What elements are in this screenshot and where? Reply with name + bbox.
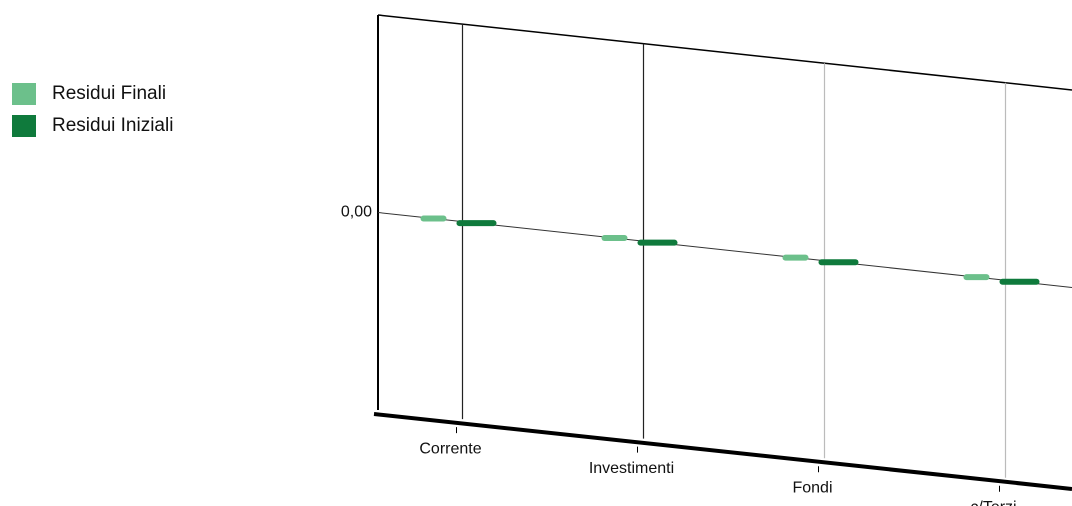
wall-top [377, 14, 1072, 91]
bar [999, 278, 1040, 285]
legend-label: Residui Finali [52, 83, 166, 104]
legend-label: Residui Iniziali [52, 115, 173, 136]
bar [818, 259, 859, 266]
bar [637, 239, 678, 246]
x-tick-label: Fondi [792, 479, 832, 496]
bar [601, 235, 628, 242]
bar [963, 274, 990, 281]
bar [782, 254, 809, 261]
legend-swatch [12, 83, 36, 105]
x-tick-label: c/Terzi [970, 499, 1016, 506]
x-tick-label: Corrente [419, 440, 481, 457]
x-tick-label: Investimenti [589, 460, 674, 477]
legend: Residui Finali Residui Iniziali [12, 83, 173, 137]
legend-swatch [12, 115, 36, 137]
floor-line [373, 412, 1072, 491]
bar [456, 220, 497, 227]
y-tick-label: 0,00 [341, 204, 372, 221]
bar [420, 215, 447, 222]
